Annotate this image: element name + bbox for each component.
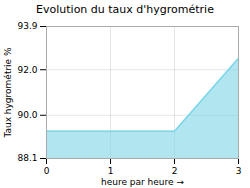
svg-text:0: 0 xyxy=(44,166,50,176)
svg-text:Taux hygrométrie %: Taux hygrométrie % xyxy=(3,47,13,139)
svg-text:heure par heure →: heure par heure → xyxy=(101,177,184,187)
html-text:Evolution du taux d'hygrométri: Evolution du taux d'hygrométrie xyxy=(36,3,214,16)
svg-text:1: 1 xyxy=(108,166,114,176)
svg-text:2: 2 xyxy=(172,166,178,176)
svg-text:92.0: 92.0 xyxy=(17,65,37,75)
svg-text:93.9: 93.9 xyxy=(17,21,37,31)
svg-text:3: 3 xyxy=(236,166,242,176)
svg-text:90.0: 90.0 xyxy=(17,110,37,120)
svg-text:88.1: 88.1 xyxy=(17,153,37,163)
